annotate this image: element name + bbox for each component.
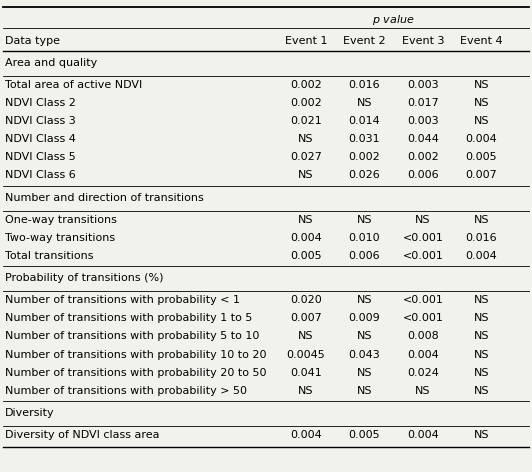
Text: 0.010: 0.010: [348, 233, 380, 243]
Text: NDVI Class 4: NDVI Class 4: [5, 134, 76, 144]
Text: 0.004: 0.004: [407, 430, 439, 440]
Text: 0.002: 0.002: [290, 80, 322, 90]
Text: 0.007: 0.007: [290, 313, 322, 323]
Text: <0.001: <0.001: [403, 233, 443, 243]
Text: 0.004: 0.004: [290, 233, 322, 243]
Text: 0.024: 0.024: [407, 368, 439, 378]
Text: NS: NS: [473, 331, 489, 341]
Text: NDVI Class 5: NDVI Class 5: [5, 152, 76, 162]
Text: 0.005: 0.005: [466, 152, 497, 162]
Text: 0.004: 0.004: [407, 350, 439, 360]
Text: Number of transitions with probability < 1: Number of transitions with probability <…: [5, 295, 240, 305]
Text: 0.0045: 0.0045: [287, 350, 325, 360]
Text: 0.021: 0.021: [290, 116, 322, 126]
Text: 0.007: 0.007: [466, 170, 497, 180]
Text: Number of transitions with probability 10 to 20: Number of transitions with probability 1…: [5, 350, 267, 360]
Text: NS: NS: [356, 215, 372, 225]
Text: Two-way transitions: Two-way transitions: [5, 233, 115, 243]
Text: Total transitions: Total transitions: [5, 251, 94, 261]
Text: 0.014: 0.014: [348, 116, 380, 126]
Text: 0.006: 0.006: [348, 251, 380, 261]
Text: 0.044: 0.044: [407, 134, 439, 144]
Text: 0.026: 0.026: [348, 170, 380, 180]
Text: 0.008: 0.008: [407, 331, 439, 341]
Text: Number of transitions with probability > 50: Number of transitions with probability >…: [5, 386, 247, 396]
Text: 0.031: 0.031: [348, 134, 380, 144]
Text: 0.027: 0.027: [290, 152, 322, 162]
Text: NS: NS: [298, 215, 314, 225]
Text: NS: NS: [473, 295, 489, 305]
Text: 0.003: 0.003: [407, 116, 439, 126]
Text: 0.002: 0.002: [348, 152, 380, 162]
Text: 0.009: 0.009: [348, 313, 380, 323]
Text: NS: NS: [356, 295, 372, 305]
Text: 0.005: 0.005: [348, 430, 380, 440]
Text: NS: NS: [356, 331, 372, 341]
Text: NS: NS: [298, 134, 314, 144]
Text: 0.043: 0.043: [348, 350, 380, 360]
Text: 0.004: 0.004: [290, 430, 322, 440]
Text: Number of transitions with probability 1 to 5: Number of transitions with probability 1…: [5, 313, 253, 323]
Text: NS: NS: [415, 386, 431, 396]
Text: 0.004: 0.004: [466, 251, 497, 261]
Text: $p$ value: $p$ value: [372, 13, 415, 26]
Text: One-way transitions: One-way transitions: [5, 215, 117, 225]
Text: 0.002: 0.002: [407, 152, 439, 162]
Text: Data type: Data type: [5, 36, 60, 46]
Text: NS: NS: [415, 215, 431, 225]
Text: Number of transitions with probability 5 to 10: Number of transitions with probability 5…: [5, 331, 260, 341]
Text: Area and quality: Area and quality: [5, 58, 97, 68]
Text: NS: NS: [356, 386, 372, 396]
Text: 0.004: 0.004: [466, 134, 497, 144]
Text: NDVI Class 3: NDVI Class 3: [5, 116, 76, 126]
Text: NS: NS: [473, 116, 489, 126]
Text: <0.001: <0.001: [403, 313, 443, 323]
Text: 0.020: 0.020: [290, 295, 322, 305]
Text: Event 4: Event 4: [460, 36, 503, 46]
Text: Diversity: Diversity: [5, 408, 55, 418]
Text: NDVI Class 6: NDVI Class 6: [5, 170, 76, 180]
Text: NS: NS: [473, 215, 489, 225]
Text: NS: NS: [473, 313, 489, 323]
Text: 0.005: 0.005: [290, 251, 322, 261]
Text: NS: NS: [473, 98, 489, 108]
Text: Event 2: Event 2: [343, 36, 386, 46]
Text: NDVI Class 2: NDVI Class 2: [5, 98, 76, 108]
Text: Total area of active NDVI: Total area of active NDVI: [5, 80, 143, 90]
Text: 0.016: 0.016: [348, 80, 380, 90]
Text: NS: NS: [473, 386, 489, 396]
Text: NS: NS: [298, 386, 314, 396]
Text: Number and direction of transitions: Number and direction of transitions: [5, 193, 204, 203]
Text: NS: NS: [356, 98, 372, 108]
Text: Probability of transitions (%): Probability of transitions (%): [5, 273, 164, 283]
Text: <0.001: <0.001: [403, 251, 443, 261]
Text: NS: NS: [298, 170, 314, 180]
Text: Event 1: Event 1: [285, 36, 327, 46]
Text: NS: NS: [298, 331, 314, 341]
Text: Event 3: Event 3: [402, 36, 444, 46]
Text: NS: NS: [473, 80, 489, 90]
Text: <0.001: <0.001: [403, 295, 443, 305]
Text: 0.006: 0.006: [407, 170, 439, 180]
Text: 0.041: 0.041: [290, 368, 322, 378]
Text: 0.017: 0.017: [407, 98, 439, 108]
Text: NS: NS: [356, 368, 372, 378]
Text: 0.003: 0.003: [407, 80, 439, 90]
Text: Number of transitions with probability 20 to 50: Number of transitions with probability 2…: [5, 368, 267, 378]
Text: NS: NS: [473, 368, 489, 378]
Text: 0.002: 0.002: [290, 98, 322, 108]
Text: Diversity of NDVI class area: Diversity of NDVI class area: [5, 430, 160, 440]
Text: NS: NS: [473, 430, 489, 440]
Text: NS: NS: [473, 350, 489, 360]
Text: 0.016: 0.016: [466, 233, 497, 243]
